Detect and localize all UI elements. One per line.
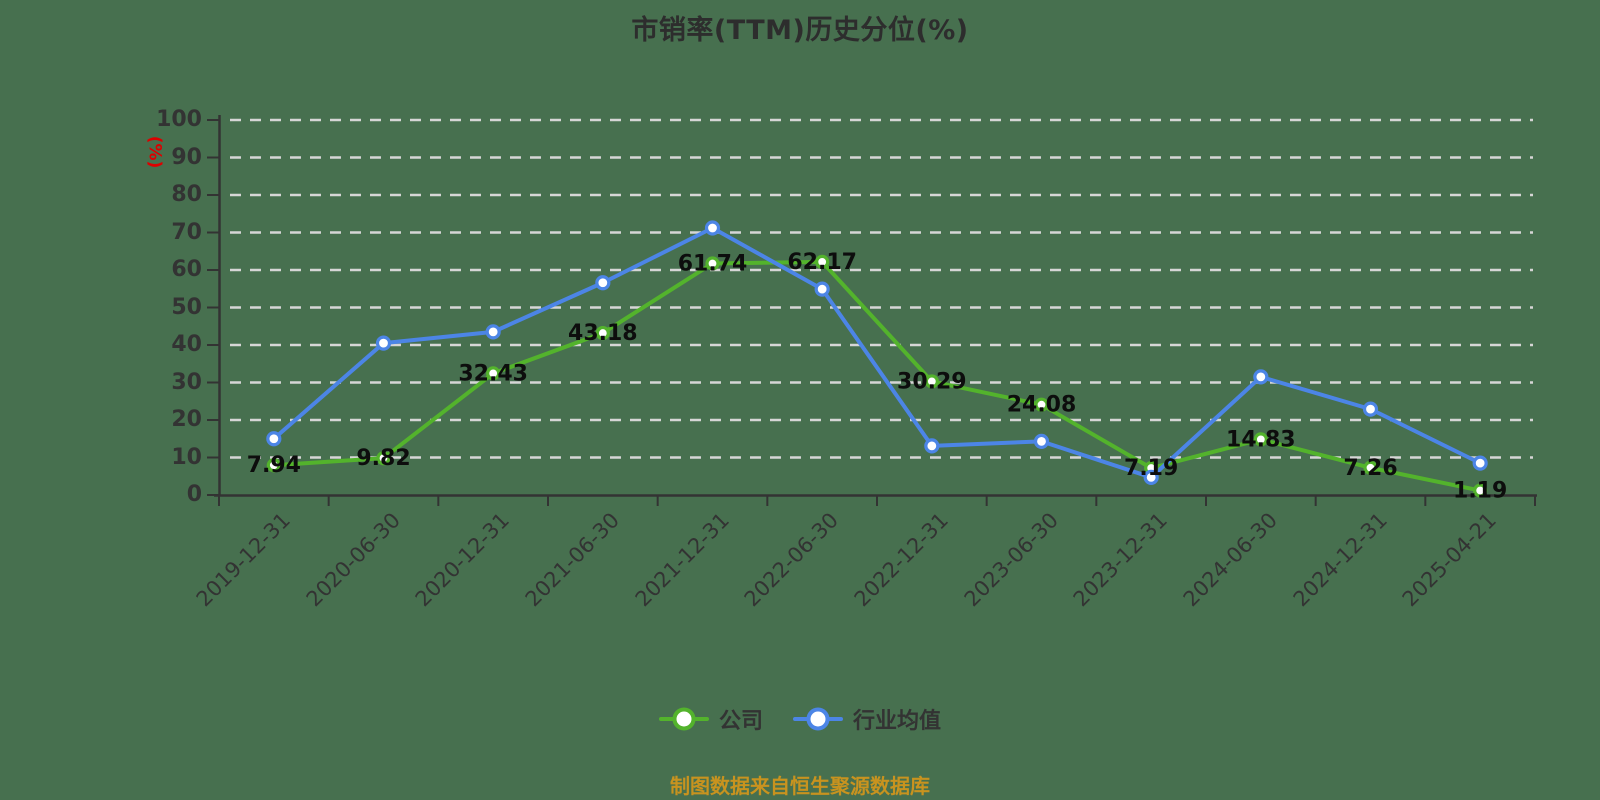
y-axis-tick-label: 40 [171, 332, 202, 357]
source-caption: 制图数据来自恒生聚源数据库 [670, 774, 930, 798]
data-point-label: 62.17 [787, 250, 857, 275]
data-point-label: 7.26 [1343, 456, 1397, 481]
data-point-marker[interactable] [266, 431, 282, 447]
data-point-marker[interactable] [814, 281, 830, 297]
data-point-label: 1.19 [1453, 479, 1507, 504]
y-axis-tick-label: 100 [156, 107, 202, 132]
data-point-marker[interactable] [376, 451, 391, 466]
industry-line-marker-icon [793, 707, 843, 731]
y-axis-tick-label: 70 [171, 219, 202, 245]
company-line-marker-icon [658, 707, 709, 731]
data-point-label: 24.08 [1007, 393, 1077, 418]
data-point-marker[interactable] [924, 374, 939, 389]
chart-title: 市销率(TTM)历史分位(%) [631, 15, 969, 46]
y-axis-tick-label: 0 [186, 482, 202, 507]
data-point-label: 7.19 [1124, 456, 1178, 481]
y-axis-tick-label: 20 [171, 407, 202, 432]
data-point-marker[interactable] [1253, 369, 1269, 385]
data-point-label: 30.29 [897, 369, 967, 394]
y-axis-tick-label: 10 [171, 444, 202, 470]
data-point-marker[interactable] [1473, 483, 1488, 498]
data-point-marker[interactable] [705, 256, 720, 271]
data-point-marker[interactable] [595, 325, 610, 341]
data-point-marker[interactable] [1363, 460, 1378, 475]
y-axis-tick-label: 80 [171, 182, 202, 207]
y-axis-tick-label: 50 [171, 294, 202, 320]
data-point-marker[interactable] [486, 366, 501, 381]
data-point-marker[interactable] [1253, 432, 1268, 447]
data-point-marker[interactable] [815, 254, 830, 269]
data-point-marker[interactable] [1143, 469, 1159, 485]
company-line [271, 259, 1483, 493]
data-point-label: 9.82 [356, 446, 410, 471]
data-point-label: 61.74 [678, 251, 748, 276]
data-point-marker[interactable] [1472, 455, 1488, 471]
data-point-marker[interactable] [704, 220, 721, 236]
data-point-marker[interactable] [924, 438, 940, 454]
data-point-marker[interactable] [595, 275, 611, 291]
legend-item-industry[interactable]: 行业均值 [793, 703, 941, 735]
data-point-marker[interactable] [1362, 401, 1379, 417]
y-axis-tick-label: 90 [171, 144, 202, 170]
data-point-label: 32.43 [458, 361, 528, 386]
industry-line [271, 226, 1483, 480]
legend-item-company[interactable]: 公司 [658, 703, 763, 735]
data-point-label: 14.83 [1226, 427, 1296, 452]
legend-label-industry: 行业均值 [853, 709, 942, 734]
data-point-marker[interactable] [266, 458, 281, 473]
data-point-marker[interactable] [1033, 433, 1050, 449]
data-point-marker[interactable] [375, 335, 392, 351]
legend-label-company: 公司 [718, 709, 763, 734]
data-point-label: 7.94 [247, 453, 301, 478]
y-axis-tick-label: 60 [171, 257, 202, 282]
y-axis-tick-label: 30 [171, 369, 202, 395]
legend: 公司 行业均值 [0, 703, 1600, 735]
data-point-marker[interactable] [1034, 397, 1049, 412]
data-point-label: 43.18 [568, 321, 638, 346]
data-point-marker[interactable] [485, 324, 501, 340]
